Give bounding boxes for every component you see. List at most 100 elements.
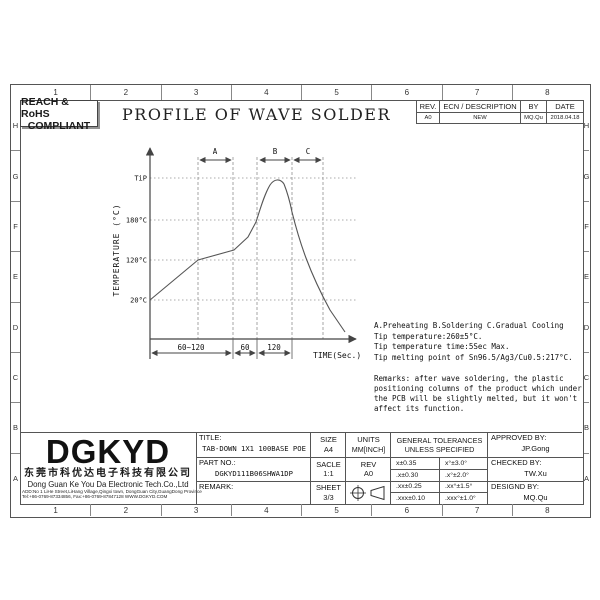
- third-angle-projection-icon: [349, 485, 384, 501]
- grid-col-label: 7: [443, 504, 513, 516]
- grid-row-label: A: [584, 473, 590, 483]
- revision-header-row: REV. ECN / DESCRIPTION BY DATE: [417, 100, 583, 113]
- grid-col-label: 8: [545, 505, 550, 515]
- tolerances-grid: x±0.35 x°±3.0° .x±0.30 .x°±2.0° .xx±0.25…: [391, 457, 488, 504]
- remark-label: REMARK:: [199, 482, 234, 491]
- sheet-cell: SHEET 3/3: [311, 481, 346, 504]
- rev-header: REV.: [417, 100, 440, 112]
- tolerance-linear: x±0.35: [396, 459, 417, 467]
- grid-row-label: F: [11, 202, 20, 253]
- title-part-column: TITLE: TAB-DOWN 1X1 100BASE POE PART NO.…: [196, 433, 311, 504]
- company-name-en: Dong Guan Ke You Da Electronic Tech.Co.,…: [27, 480, 189, 489]
- tolerance-row: .xxx±0.10 .xxx°±1.0°: [391, 492, 488, 504]
- profile-curve: [149, 179, 346, 333]
- tolerances-header-line1: GENERAL TOLERANCES: [396, 436, 483, 445]
- grid-row-label: D: [584, 303, 589, 353]
- grid-col-label: 1: [21, 504, 92, 516]
- grid-ruler-top: 1 2 3 4 5 6 7 8: [21, 85, 582, 100]
- grid-row-label: E: [584, 252, 589, 303]
- tolerance-linear: .xx±0.25: [396, 483, 422, 491]
- size-scale-sheet-column: SIZE A4 SACLE 1:1 SHEET 3/3: [310, 433, 346, 504]
- tolerances-column: GENERAL TOLERANCES UNLESS SPECIFIED x±0.…: [390, 433, 488, 504]
- tolerance-row: x±0.35 x°±3.0°: [391, 457, 488, 469]
- grid-row-label: A: [12, 473, 18, 483]
- size-cell: SIZE A4: [311, 433, 346, 457]
- rev-value-cell: A0: [363, 469, 374, 479]
- sheet-label: SHEET: [315, 483, 341, 493]
- grid-row-label: B: [584, 403, 589, 454]
- grid-row-label: B: [11, 403, 20, 454]
- designed-value: MQ.Qu: [523, 492, 548, 502]
- rev-value: A0: [417, 113, 440, 123]
- inner-border: [20, 100, 584, 505]
- grid-ruler-left: H G F E D C B A: [11, 101, 20, 503]
- grid-row-label: H: [11, 101, 20, 152]
- title-cell: TITLE: TAB-DOWN 1X1 100BASE POE: [197, 433, 311, 457]
- zone-a-label: A: [213, 147, 218, 156]
- designed-cell: DESIGND BY: MQ.Qu: [488, 481, 583, 504]
- zone-c-label: C: [306, 147, 311, 156]
- tolerance-angular: .xx°±1.5°: [439, 481, 488, 493]
- zone-boundary-lines: [197, 157, 324, 339]
- checked-label: CHECKED BY:: [491, 458, 542, 467]
- projection-cell: [346, 481, 391, 504]
- y-tick-120: 120°C: [126, 257, 147, 265]
- remark-cell: REMARK:: [197, 481, 311, 504]
- checked-cell: CHECKED BY: TW.Xu: [488, 457, 583, 481]
- zone-b-label: B: [273, 147, 278, 156]
- scale-value: 1:1: [323, 469, 334, 479]
- company-name-cn: 东莞市科优达电子科技有限公司: [24, 468, 192, 479]
- grid-col-label: 2: [91, 85, 162, 100]
- by-value: MQ.Qu: [521, 113, 547, 123]
- units-cell: UNITS MM[INCH]: [346, 433, 391, 457]
- grid-row-label: C: [11, 353, 20, 404]
- wave-solder-profile-chart: A B C TiP 180°C 120°C 20°C TEMPERATURE (…: [112, 147, 361, 360]
- note-phases: A.Preheating B.Soldering C.Gradual Cooli…: [374, 321, 564, 330]
- note-tip-time: Tip temperature time:5Sec Max.: [374, 342, 510, 351]
- grid-col-label: 5: [302, 85, 373, 100]
- sheet-value: 3/3: [323, 492, 334, 502]
- part-no-cell: PART NO.: DGKYD111B06SHWA1DP: [197, 457, 311, 481]
- outer-border: [10, 84, 591, 518]
- tolerance-angular: x°±3.0°: [439, 458, 488, 469]
- units-rev-column: UNITS MM[INCH] REV A0: [345, 433, 391, 504]
- grid-col-label: 6: [372, 504, 443, 516]
- approved-label: APPROVED BY:: [491, 433, 547, 442]
- grid-row-label: C: [584, 353, 589, 404]
- grid-col-label: 8: [545, 88, 550, 97]
- part-no-value: DGKYD111B06SHWA1DP: [215, 468, 293, 478]
- grid-col-label: 3: [162, 85, 232, 100]
- tolerance-row: .x±0.30 .x°±2.0°: [391, 468, 488, 481]
- units-label: UNITS: [357, 435, 380, 445]
- tolerance-linear: .xxx±0.10: [396, 495, 426, 503]
- part-no-label: PART NO.:: [199, 458, 236, 467]
- approved-cell: APPROVED BY: JP.Gong: [488, 433, 583, 457]
- grid-col-label: 7: [443, 85, 513, 100]
- rev-label: REV: [360, 459, 377, 469]
- tolerance-angular: .xxx°±1.0°: [439, 493, 488, 504]
- units-value: MM[INCH]: [351, 444, 386, 454]
- grid-row-label: F: [584, 202, 589, 253]
- company-address: ADD:No 1 LiHe Street,LiHang Village,Qing…: [22, 489, 202, 494]
- grid-col-label: 4: [232, 85, 302, 100]
- remarks-paragraph: Remarks: after wave soldering, the plast…: [374, 374, 582, 413]
- compliance-badge: REACH & RoHS COMPLIANT: [20, 96, 98, 132]
- process-notes: A.Preheating B.Soldering C.Gradual Cooli…: [374, 321, 586, 363]
- duration-preheat: 60~120: [177, 343, 205, 352]
- duration-transition: 60: [240, 343, 250, 352]
- compliance-line1: REACH & RoHS: [21, 95, 69, 120]
- size-value: A4: [323, 444, 334, 454]
- rev-cell: REV A0: [346, 457, 391, 481]
- page-title: PROFILE OF WAVE SOLDER: [122, 105, 392, 124]
- grid-row-label: G: [11, 151, 20, 202]
- grid-col-label: 1: [21, 85, 92, 100]
- grid-col-label: 4: [232, 504, 302, 516]
- y-tick-tip: TiP: [134, 175, 147, 183]
- y-tick-20: 20°C: [130, 297, 147, 305]
- duration-solder: 120: [267, 343, 281, 352]
- company-logo: DGKYD: [45, 433, 171, 470]
- tolerance-linear: .x±0.30: [396, 471, 419, 479]
- grid-row-label: H: [584, 101, 589, 152]
- checked-value: TW.Xu: [524, 468, 547, 478]
